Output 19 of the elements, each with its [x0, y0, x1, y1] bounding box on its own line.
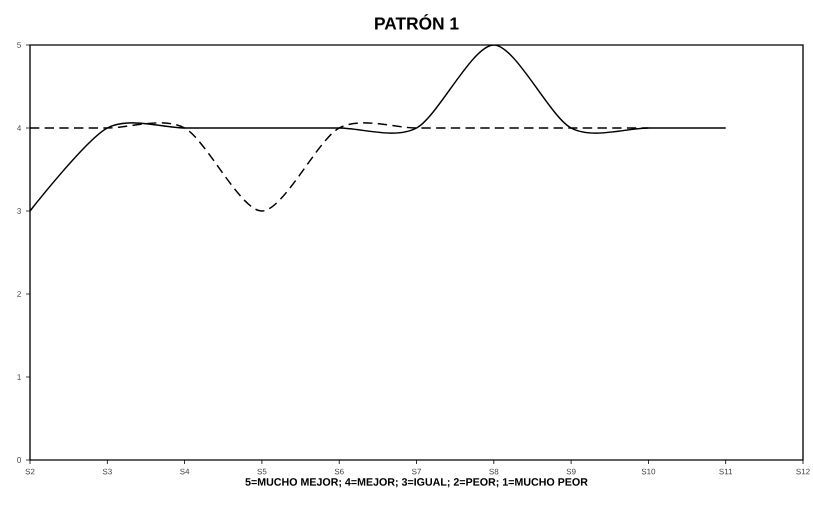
y-tick-label: 2 [17, 291, 21, 297]
x-tick-label: S7 [412, 468, 422, 474]
x-tick-label: S10 [642, 468, 656, 474]
x-tick-label: S3 [102, 468, 112, 474]
x-tick-label: S12 [796, 468, 810, 474]
x-tick-label: S11 [719, 468, 732, 474]
y-tick-label: 5 [17, 42, 21, 48]
x-tick-label: S9 [566, 468, 576, 474]
x-tick-label: S4 [180, 468, 190, 474]
y-tick-label: 4 [17, 125, 22, 131]
x-tick-label: S2 [25, 468, 35, 474]
x-tick-label: S8 [489, 468, 498, 474]
x-tick-label: S6 [334, 468, 344, 474]
x-tick-label: S5 [257, 468, 266, 474]
y-tick-label: 3 [17, 208, 21, 214]
y-tick-label: 0 [17, 457, 21, 463]
chart-title: PATRÓN 1 [375, 14, 459, 30]
x-axis-title: 5=MUCHO MEJOR; 4=MEJOR; 3=IGUAL; 2=PEOR; 1=MUCHO PEOR [245, 478, 588, 488]
y-tick-label: 1 [17, 374, 21, 380]
